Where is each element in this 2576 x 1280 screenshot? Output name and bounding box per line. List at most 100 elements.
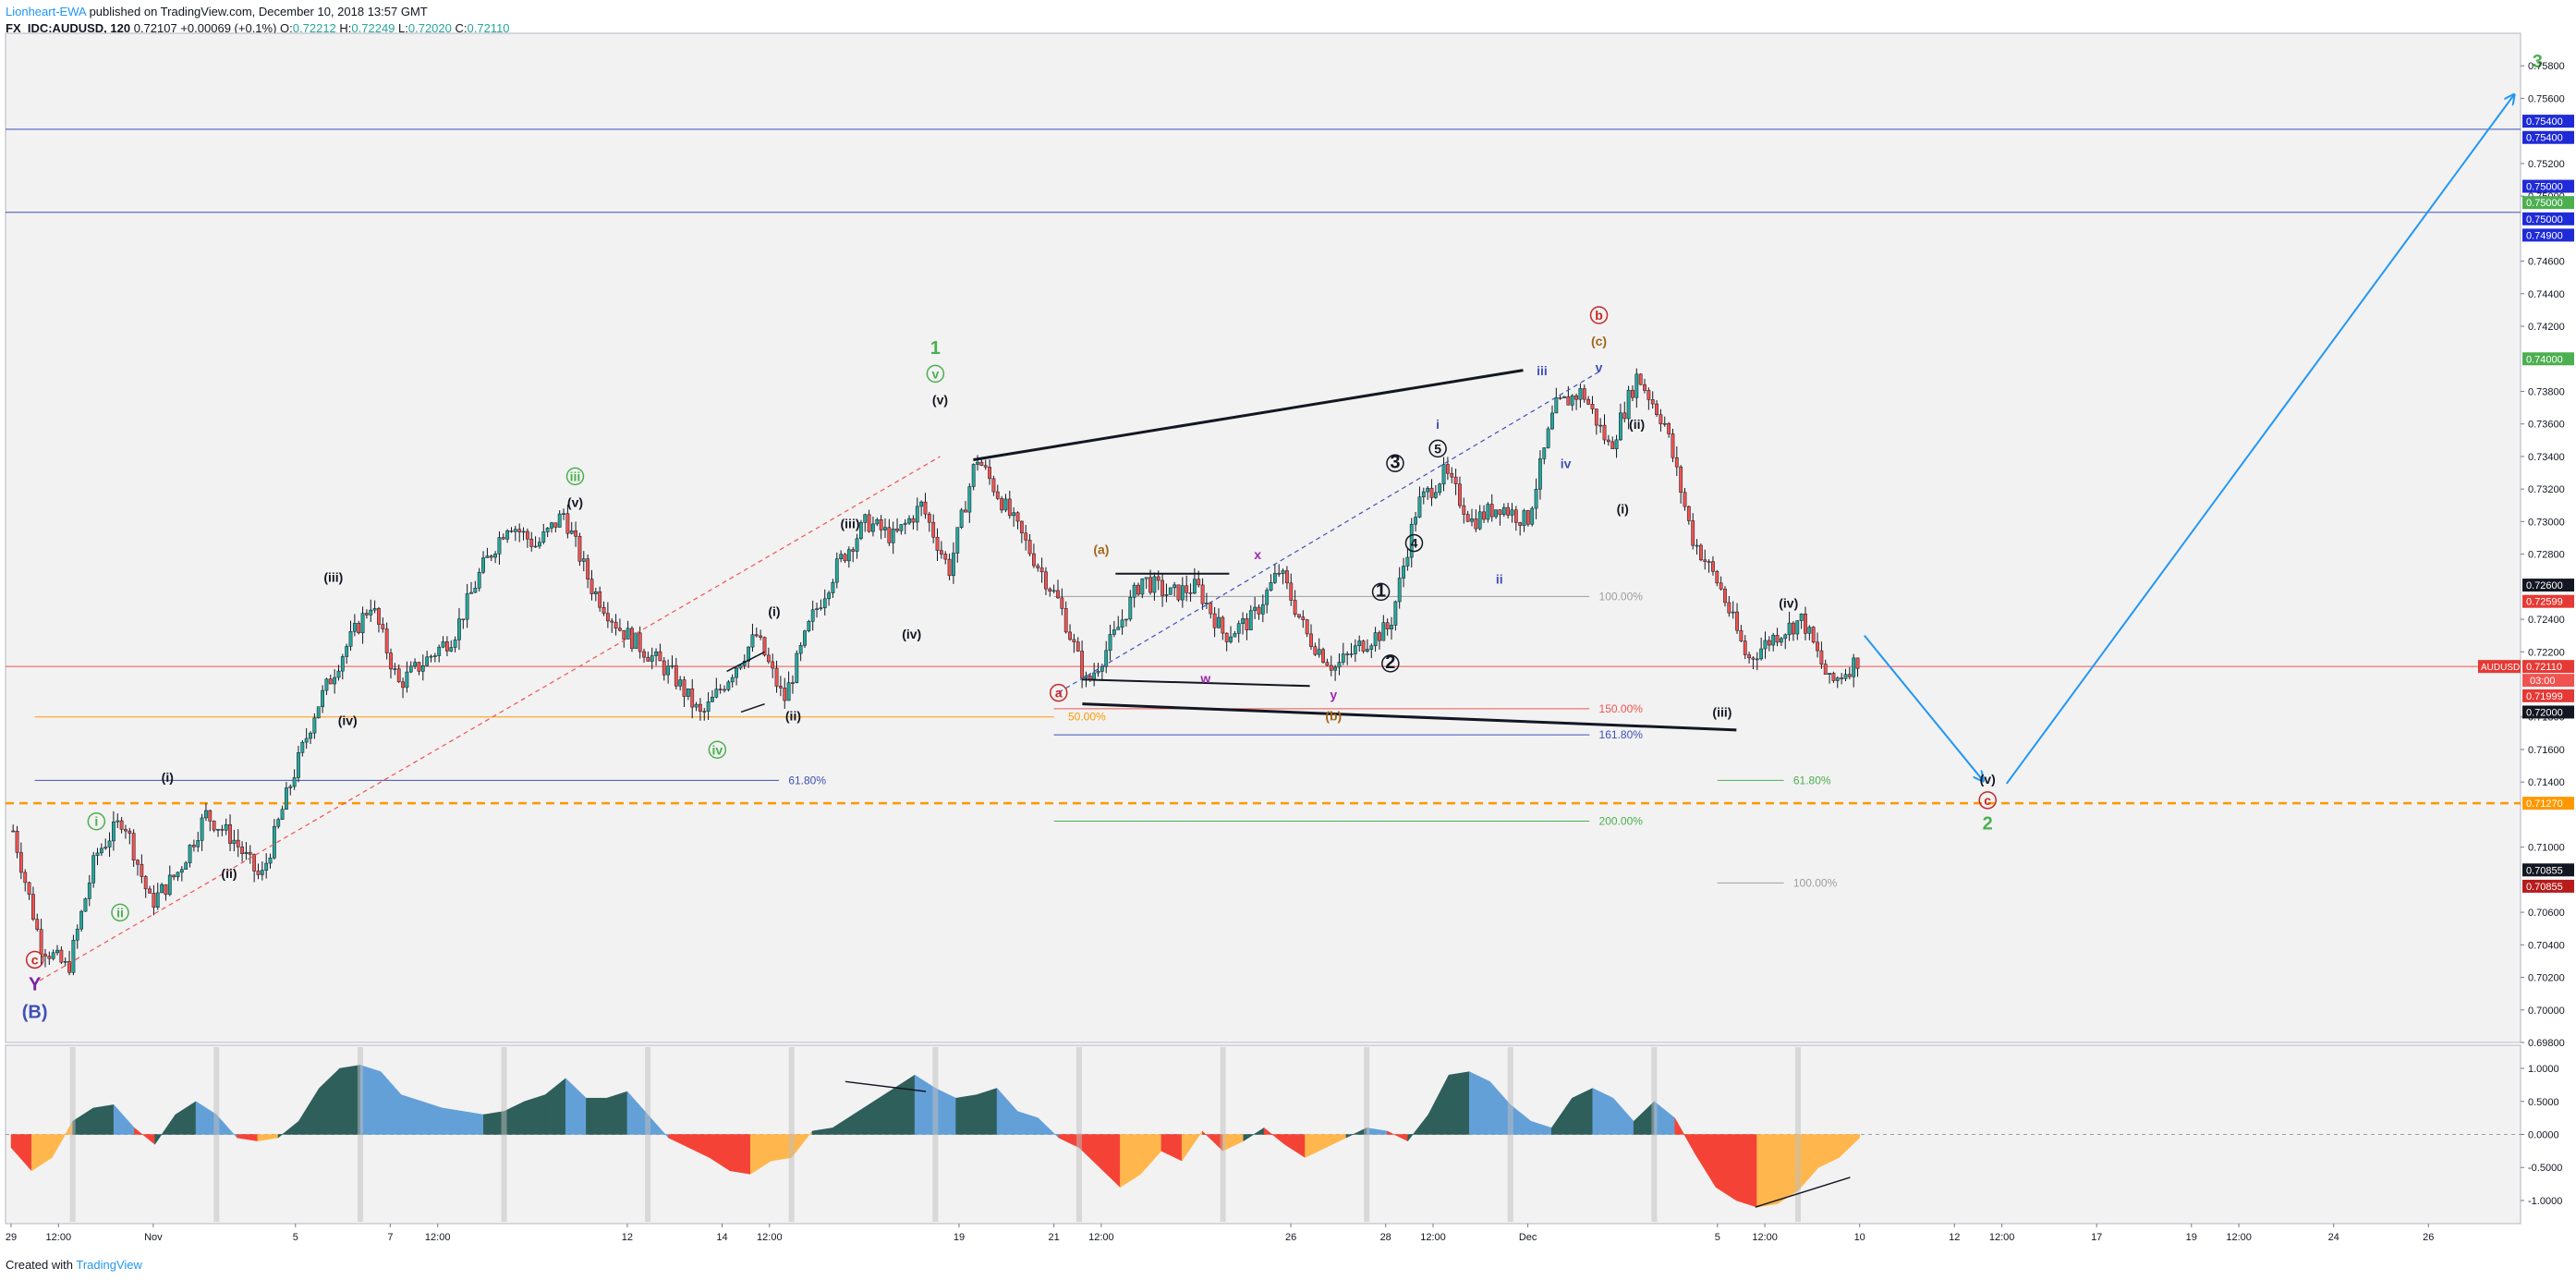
- candle-body: [155, 892, 160, 908]
- candle-body: [759, 635, 763, 638]
- candle-body: [276, 819, 281, 827]
- candle-body: [650, 655, 654, 662]
- oscillator-zero-cross-bar: [1507, 1047, 1513, 1222]
- fib-level-label: 200.00%: [1599, 814, 1644, 827]
- fib-level-label: 150.00%: [1599, 702, 1644, 715]
- candle-body: [1417, 496, 1422, 518]
- time-axis-label: 5: [1715, 1232, 1720, 1243]
- symbol-tag-label: AUDUSD: [2481, 663, 2520, 673]
- candle-body: [931, 521, 936, 538]
- candle-body: [1241, 618, 1245, 624]
- candle-body: [1080, 651, 1085, 679]
- wave-label-circle: [1049, 683, 1068, 702]
- candle-body: [858, 522, 863, 539]
- candle-body: [967, 486, 972, 513]
- candle-body: [1188, 592, 1193, 594]
- last-price: 0.72107: [133, 21, 177, 35]
- candle-body: [1751, 657, 1756, 660]
- candle-body: [634, 632, 638, 649]
- price-tag-bg: [2522, 660, 2574, 674]
- candle-body: [184, 862, 188, 870]
- candle-body: [735, 667, 738, 678]
- candle-body: [1305, 619, 1309, 635]
- candle-body: [1325, 662, 1330, 666]
- candle-body: [212, 821, 216, 831]
- candle-body: [1671, 433, 1675, 458]
- time-axis-label: 12:00: [46, 1232, 72, 1243]
- time-axis-label: Dec: [1519, 1232, 1537, 1243]
- price-tag-label: 0.72110: [2526, 662, 2562, 673]
- candle-body: [1626, 389, 1631, 420]
- oscillator-zero-cross-bar: [1795, 1047, 1802, 1222]
- candle-body: [1333, 666, 1338, 671]
- oscillator-zero-cross-bar: [213, 1047, 220, 1222]
- candle-body: [1465, 514, 1470, 522]
- candle-body: [140, 863, 144, 877]
- oscillator-axis-label: -1.0000: [2528, 1196, 2562, 1207]
- candle-body: [887, 527, 892, 543]
- candle-body: [1494, 509, 1498, 518]
- candle-body: [23, 872, 28, 884]
- candle-body: [39, 929, 43, 955]
- price-tag-label: 0.75000: [2526, 198, 2563, 209]
- candle-body: [1233, 633, 1237, 638]
- candle-body: [1771, 635, 1776, 646]
- price-axis-label: 0.70000: [2528, 1006, 2565, 1017]
- candle-body: [1217, 616, 1221, 628]
- price-tag-bg: [2522, 228, 2574, 242]
- time-axis-label: 7: [387, 1232, 393, 1243]
- candle-body: [1703, 559, 1707, 562]
- candle-body: [1602, 424, 1607, 441]
- candle-body: [1075, 641, 1080, 652]
- candle-body: [1426, 487, 1430, 493]
- wave-label: v: [1596, 360, 1603, 374]
- candle-body: [1711, 561, 1715, 572]
- candle-body: [795, 652, 799, 683]
- candle-body: [1582, 388, 1586, 400]
- candle-body: [807, 621, 811, 631]
- candle-body: [1421, 491, 1426, 498]
- candle-body: [1775, 635, 1780, 643]
- candle-body: [372, 608, 377, 611]
- candle-body: [702, 711, 707, 713]
- candle-body: [598, 591, 602, 608]
- candle-body: [1450, 472, 1454, 478]
- oscillator-zero-cross-bar: [932, 1047, 939, 1222]
- candle-body: [128, 830, 132, 834]
- candle-body: [1019, 520, 1024, 534]
- candle-body: [1489, 504, 1494, 518]
- candle-body: [1811, 627, 1816, 643]
- candle-body: [1152, 576, 1157, 593]
- candle-body: [711, 696, 714, 702]
- price-axis-label: 0.73200: [2528, 484, 2565, 495]
- candle-body: [469, 591, 473, 594]
- oscillator-area-segment: [92, 1104, 115, 1135]
- candle-body: [497, 537, 502, 555]
- oscillator-area-segment: [442, 1107, 464, 1135]
- candle-body: [220, 829, 225, 831]
- oscillator-zero-cross-bar: [1220, 1047, 1226, 1222]
- oscillator-zero-cross-bar: [788, 1047, 795, 1222]
- candle-body: [1550, 412, 1554, 430]
- candle-body: [666, 665, 671, 676]
- candle-body: [63, 961, 67, 963]
- candle-body: [196, 840, 200, 847]
- tradingview-logo[interactable]: TradingView: [76, 1258, 142, 1272]
- wave-label-circle: [1428, 439, 1447, 458]
- high-label: H:: [339, 21, 352, 35]
- oscillator-area-segment: [771, 1134, 792, 1162]
- candle-body: [589, 579, 594, 594]
- candle-body: [1594, 408, 1598, 426]
- candle-body: [798, 645, 803, 654]
- candle-body: [662, 660, 666, 676]
- candle-body: [1804, 613, 1807, 634]
- candle-body: [244, 852, 249, 854]
- candle-body: [1353, 645, 1357, 654]
- candle-body: [525, 530, 529, 540]
- candle-body: [1643, 384, 1646, 391]
- author-link[interactable]: Lionheart-EWA: [6, 5, 86, 18]
- candle-body: [1124, 618, 1128, 621]
- candle-body: [690, 688, 695, 708]
- candle-body: [834, 558, 839, 583]
